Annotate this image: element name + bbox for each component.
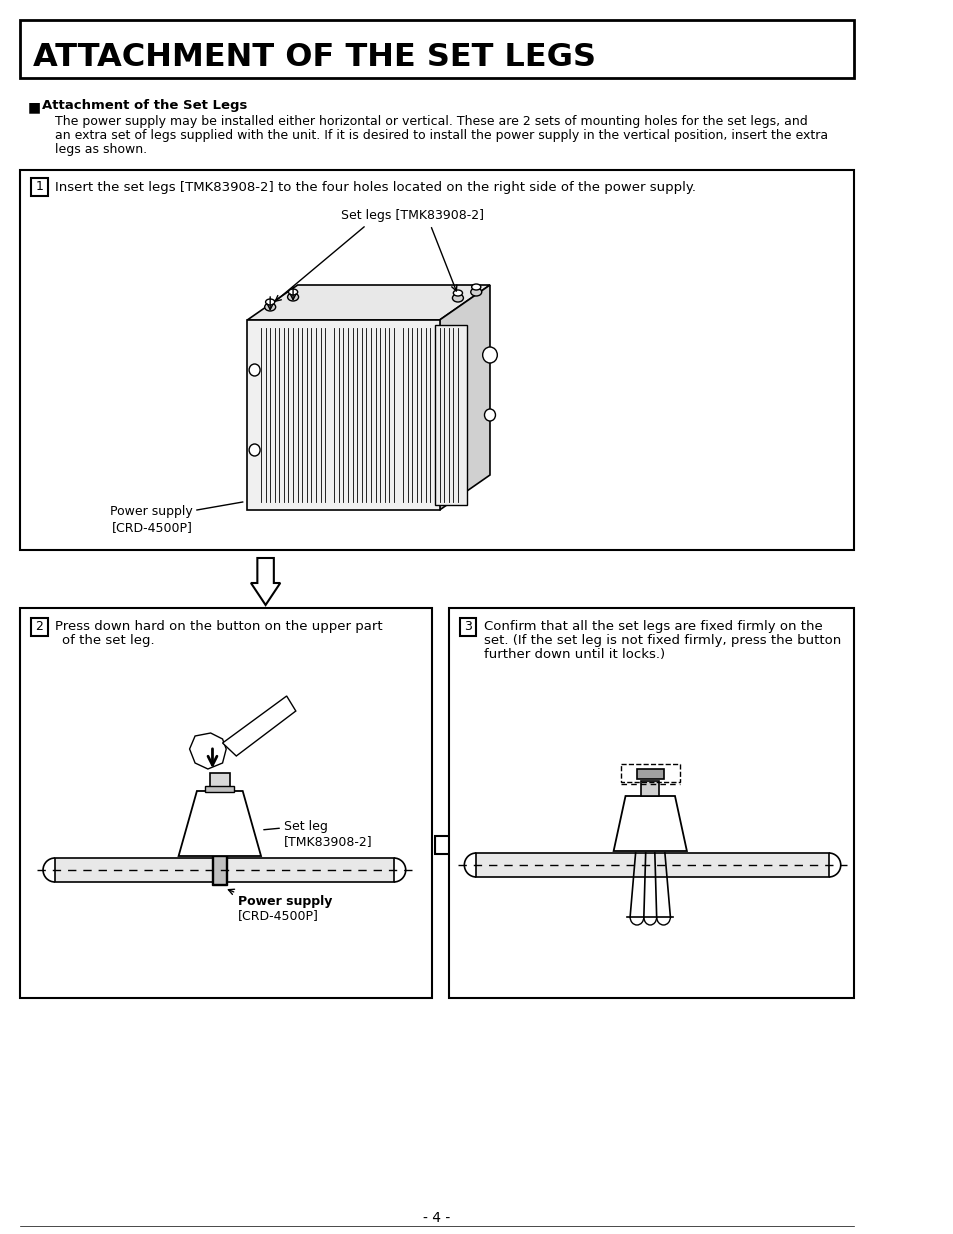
Circle shape — [249, 444, 260, 457]
Bar — [640, 781, 659, 796]
Bar — [205, 786, 234, 792]
Circle shape — [482, 347, 497, 363]
Ellipse shape — [288, 289, 297, 295]
Text: 2: 2 — [35, 621, 43, 633]
Bar — [459, 618, 476, 636]
Text: Set legs [TMK83908-2]: Set legs [TMK83908-2] — [340, 209, 483, 221]
Ellipse shape — [470, 288, 481, 296]
Ellipse shape — [452, 294, 463, 302]
Bar — [448, 608, 853, 998]
Circle shape — [249, 364, 260, 376]
Text: 3: 3 — [463, 621, 472, 633]
Bar — [210, 772, 230, 791]
Text: of the set leg.: of the set leg. — [62, 634, 154, 647]
Text: - 4 -: - 4 - — [423, 1211, 450, 1225]
Text: an extra set of legs supplied with the unit. If it is desired to install the pow: an extra set of legs supplied with the u… — [55, 130, 827, 142]
Text: ■: ■ — [28, 100, 41, 114]
Bar — [636, 769, 663, 779]
Bar — [31, 618, 48, 636]
Bar — [476, 853, 828, 877]
Polygon shape — [190, 733, 226, 769]
Polygon shape — [439, 285, 490, 510]
Bar — [435, 325, 467, 505]
Circle shape — [484, 408, 495, 421]
Polygon shape — [178, 791, 261, 856]
Text: [CRD-4500P]: [CRD-4500P] — [238, 909, 318, 922]
Text: legs as shown.: legs as shown. — [55, 143, 147, 155]
Text: Press down hard on the button on the upper part: Press down hard on the button on the upp… — [55, 619, 382, 633]
Ellipse shape — [264, 304, 275, 311]
Bar — [55, 858, 394, 882]
Bar — [31, 178, 48, 196]
Polygon shape — [222, 696, 295, 756]
Text: Power supply: Power supply — [238, 895, 333, 908]
Bar — [213, 856, 226, 884]
Ellipse shape — [287, 292, 298, 301]
Bar — [213, 855, 227, 885]
Bar — [20, 170, 853, 550]
Bar — [20, 20, 853, 78]
Text: Confirm that all the set legs are fixed firmly on the: Confirm that all the set legs are fixed … — [483, 619, 821, 633]
Polygon shape — [247, 285, 490, 320]
Text: The power supply may be installed either horizontal or vertical. These are 2 set: The power supply may be installed either… — [55, 115, 807, 128]
Text: ATTACHMENT OF THE SET LEGS: ATTACHMENT OF THE SET LEGS — [33, 42, 596, 73]
Ellipse shape — [265, 299, 274, 305]
Text: further down until it locks.): further down until it locks.) — [483, 648, 664, 661]
Text: 1: 1 — [35, 180, 43, 194]
Ellipse shape — [453, 290, 462, 296]
FancyArrow shape — [251, 558, 280, 605]
Text: Insert the set legs [TMK83908-2] to the four holes located on the right side of : Insert the set legs [TMK83908-2] to the … — [55, 180, 696, 194]
Text: Power supply
[CRD-4500P]: Power supply [CRD-4500P] — [110, 505, 193, 534]
FancyArrow shape — [435, 829, 477, 861]
Bar — [20, 608, 432, 998]
Polygon shape — [247, 320, 439, 510]
Ellipse shape — [471, 284, 480, 290]
Polygon shape — [613, 796, 686, 851]
Text: set. (If the set leg is not fixed firmly, press the button: set. (If the set leg is not fixed firmly… — [483, 634, 840, 647]
Text: Set leg
[TMK83908-2]: Set leg [TMK83908-2] — [284, 821, 373, 848]
Bar — [620, 764, 679, 782]
Text: Attachment of the Set Legs: Attachment of the Set Legs — [42, 99, 247, 112]
